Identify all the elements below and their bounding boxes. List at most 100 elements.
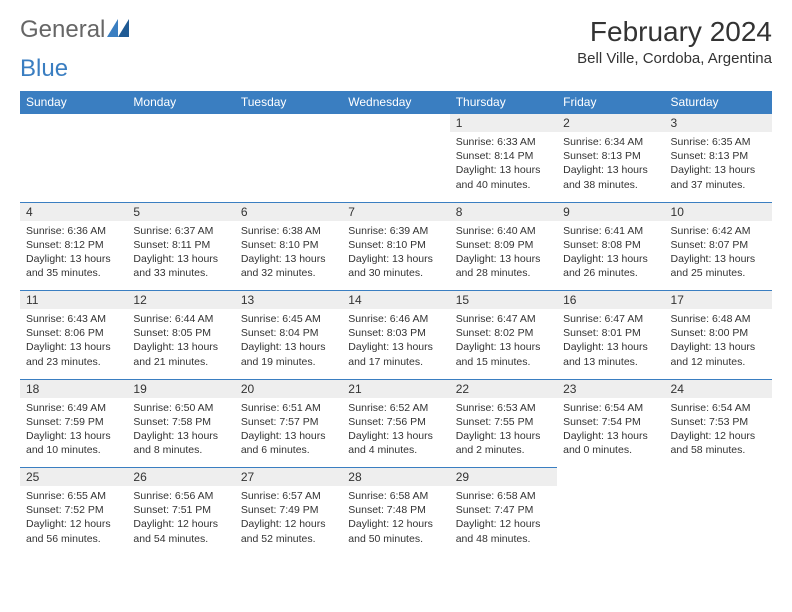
- sunset-text: Sunset: 7:59 PM: [26, 415, 121, 429]
- sunrise-text: Sunrise: 6:57 AM: [241, 489, 336, 503]
- day-number-cell: 3: [665, 114, 772, 133]
- sunset-text: Sunset: 7:57 PM: [241, 415, 336, 429]
- daylight-text: Daylight: 12 hours and 54 minutes.: [133, 517, 228, 545]
- calendar-page: General February 2024 Bell Ville, Cordob…: [0, 0, 792, 572]
- sunset-text: Sunset: 7:54 PM: [563, 415, 658, 429]
- weekday-header: Tuesday: [235, 91, 342, 114]
- day-number-row: 18192021222324: [20, 379, 772, 398]
- day-detail-cell: [20, 132, 127, 202]
- day-detail-cell: Sunrise: 6:49 AMSunset: 7:59 PMDaylight:…: [20, 398, 127, 468]
- day-number-cell: 28: [342, 468, 449, 487]
- day-detail-cell: Sunrise: 6:50 AMSunset: 7:58 PMDaylight:…: [127, 398, 234, 468]
- sunset-text: Sunset: 7:55 PM: [456, 415, 551, 429]
- sunrise-text: Sunrise: 6:54 AM: [563, 401, 658, 415]
- day-detail-cell: Sunrise: 6:57 AMSunset: 7:49 PMDaylight:…: [235, 486, 342, 556]
- day-number-cell: 1: [450, 114, 557, 133]
- sunrise-text: Sunrise: 6:33 AM: [456, 135, 551, 149]
- day-detail-cell: Sunrise: 6:35 AMSunset: 8:13 PMDaylight:…: [665, 132, 772, 202]
- sunset-text: Sunset: 8:13 PM: [563, 149, 658, 163]
- sunset-text: Sunset: 8:01 PM: [563, 326, 658, 340]
- day-number-cell: 5: [127, 202, 234, 221]
- sunrise-text: Sunrise: 6:56 AM: [133, 489, 228, 503]
- day-number-cell: 10: [665, 202, 772, 221]
- sunset-text: Sunset: 8:13 PM: [671, 149, 766, 163]
- sunrise-text: Sunrise: 6:40 AM: [456, 224, 551, 238]
- daylight-text: Daylight: 13 hours and 40 minutes.: [456, 163, 551, 191]
- sunset-text: Sunset: 8:10 PM: [348, 238, 443, 252]
- day-detail-cell: [665, 486, 772, 556]
- logo-mark-icon: [107, 16, 129, 44]
- day-number-row: 11121314151617: [20, 291, 772, 310]
- sunrise-text: Sunrise: 6:38 AM: [241, 224, 336, 238]
- daylight-text: Daylight: 13 hours and 10 minutes.: [26, 429, 121, 457]
- daylight-text: Daylight: 13 hours and 8 minutes.: [133, 429, 228, 457]
- sunset-text: Sunset: 7:52 PM: [26, 503, 121, 517]
- day-number-cell: [20, 114, 127, 133]
- day-detail-cell: Sunrise: 6:58 AMSunset: 7:47 PMDaylight:…: [450, 486, 557, 556]
- weekday-header: Sunday: [20, 91, 127, 114]
- day-number-cell: 8: [450, 202, 557, 221]
- day-number-cell: [235, 114, 342, 133]
- day-detail-row: Sunrise: 6:33 AMSunset: 8:14 PMDaylight:…: [20, 132, 772, 202]
- day-detail-cell: Sunrise: 6:38 AMSunset: 8:10 PMDaylight:…: [235, 221, 342, 291]
- sunset-text: Sunset: 8:12 PM: [26, 238, 121, 252]
- day-number-cell: 13: [235, 291, 342, 310]
- daylight-text: Daylight: 13 hours and 33 minutes.: [133, 252, 228, 280]
- day-number-cell: 12: [127, 291, 234, 310]
- day-number-cell: [557, 468, 664, 487]
- day-number-row: 45678910: [20, 202, 772, 221]
- sunrise-text: Sunrise: 6:58 AM: [456, 489, 551, 503]
- day-detail-cell: Sunrise: 6:40 AMSunset: 8:09 PMDaylight:…: [450, 221, 557, 291]
- day-detail-cell: Sunrise: 6:53 AMSunset: 7:55 PMDaylight:…: [450, 398, 557, 468]
- daylight-text: Daylight: 12 hours and 52 minutes.: [241, 517, 336, 545]
- daylight-text: Daylight: 13 hours and 19 minutes.: [241, 340, 336, 368]
- day-detail-cell: Sunrise: 6:36 AMSunset: 8:12 PMDaylight:…: [20, 221, 127, 291]
- sunrise-text: Sunrise: 6:52 AM: [348, 401, 443, 415]
- sunset-text: Sunset: 8:10 PM: [241, 238, 336, 252]
- sunset-text: Sunset: 8:04 PM: [241, 326, 336, 340]
- sunset-text: Sunset: 8:14 PM: [456, 149, 551, 163]
- daylight-text: Daylight: 13 hours and 12 minutes.: [671, 340, 766, 368]
- day-number-cell: 15: [450, 291, 557, 310]
- day-detail-cell: Sunrise: 6:42 AMSunset: 8:07 PMDaylight:…: [665, 221, 772, 291]
- daylight-text: Daylight: 13 hours and 26 minutes.: [563, 252, 658, 280]
- day-detail-row: Sunrise: 6:36 AMSunset: 8:12 PMDaylight:…: [20, 221, 772, 291]
- day-detail-cell: Sunrise: 6:52 AMSunset: 7:56 PMDaylight:…: [342, 398, 449, 468]
- day-number-row: 2526272829: [20, 468, 772, 487]
- logo: General: [20, 16, 129, 44]
- daylight-text: Daylight: 12 hours and 50 minutes.: [348, 517, 443, 545]
- daylight-text: Daylight: 13 hours and 2 minutes.: [456, 429, 551, 457]
- sunset-text: Sunset: 8:03 PM: [348, 326, 443, 340]
- daylight-text: Daylight: 13 hours and 37 minutes.: [671, 163, 766, 191]
- sunset-text: Sunset: 8:06 PM: [26, 326, 121, 340]
- daylight-text: Daylight: 13 hours and 13 minutes.: [563, 340, 658, 368]
- sunset-text: Sunset: 8:07 PM: [671, 238, 766, 252]
- day-number-cell: 19: [127, 379, 234, 398]
- day-number-cell: 22: [450, 379, 557, 398]
- title-block: February 2024 Bell Ville, Cordoba, Argen…: [577, 16, 772, 67]
- daylight-text: Daylight: 13 hours and 30 minutes.: [348, 252, 443, 280]
- sunset-text: Sunset: 8:08 PM: [563, 238, 658, 252]
- sunrise-text: Sunrise: 6:44 AM: [133, 312, 228, 326]
- daylight-text: Daylight: 13 hours and 6 minutes.: [241, 429, 336, 457]
- sunset-text: Sunset: 8:09 PM: [456, 238, 551, 252]
- daylight-text: Daylight: 13 hours and 21 minutes.: [133, 340, 228, 368]
- daylight-text: Daylight: 13 hours and 0 minutes.: [563, 429, 658, 457]
- day-detail-cell: Sunrise: 6:43 AMSunset: 8:06 PMDaylight:…: [20, 309, 127, 379]
- sunrise-text: Sunrise: 6:58 AM: [348, 489, 443, 503]
- day-number-cell: 4: [20, 202, 127, 221]
- sunrise-text: Sunrise: 6:42 AM: [671, 224, 766, 238]
- day-number-cell: 29: [450, 468, 557, 487]
- sunrise-text: Sunrise: 6:47 AM: [456, 312, 551, 326]
- day-detail-cell: [557, 486, 664, 556]
- day-number-cell: 7: [342, 202, 449, 221]
- sunset-text: Sunset: 7:58 PM: [133, 415, 228, 429]
- sunset-text: Sunset: 7:56 PM: [348, 415, 443, 429]
- sunset-text: Sunset: 7:53 PM: [671, 415, 766, 429]
- sunset-text: Sunset: 8:11 PM: [133, 238, 228, 252]
- day-detail-cell: Sunrise: 6:37 AMSunset: 8:11 PMDaylight:…: [127, 221, 234, 291]
- sunrise-text: Sunrise: 6:49 AM: [26, 401, 121, 415]
- day-detail-cell: Sunrise: 6:58 AMSunset: 7:48 PMDaylight:…: [342, 486, 449, 556]
- day-number-cell: 9: [557, 202, 664, 221]
- day-number-cell: 16: [557, 291, 664, 310]
